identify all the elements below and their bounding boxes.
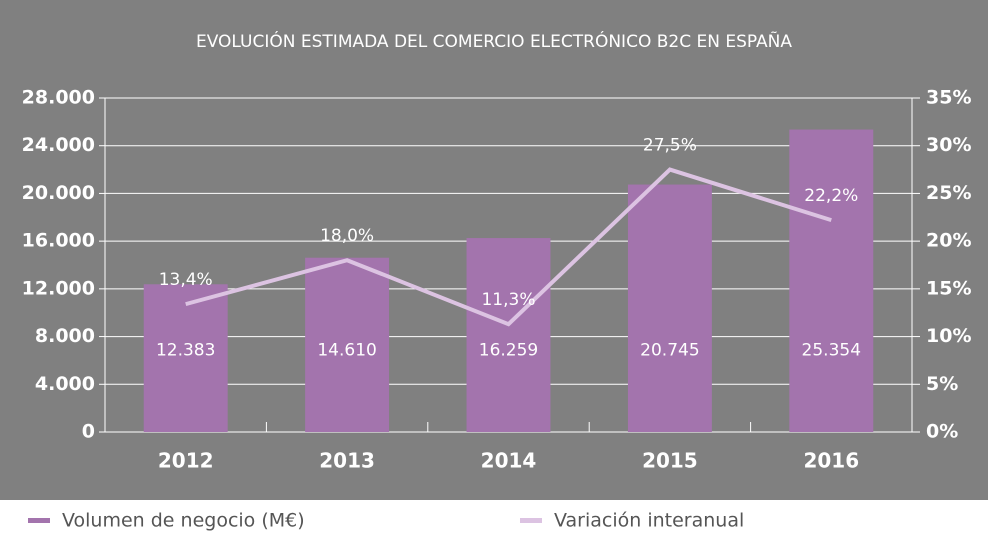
- x-tick-label: 2014: [481, 449, 537, 473]
- y-tick-label: 0: [82, 421, 95, 443]
- y-tick-label: 4.000: [35, 373, 95, 395]
- legend-label: Volumen de negocio (M€): [62, 510, 305, 532]
- legend-label: Variación interanual: [554, 510, 744, 532]
- legend-swatch: [520, 518, 542, 523]
- y2-tick-label: 15%: [926, 277, 971, 299]
- y2-tick-label: 20%: [926, 230, 971, 252]
- y-tick-label: 8.000: [35, 325, 95, 347]
- chart-title: EVOLUCIÓN ESTIMADA DEL COMERCIO ELECTRÓN…: [196, 30, 792, 52]
- y-tick-label: 20.000: [22, 182, 95, 204]
- bar-value-label: 20.745: [640, 341, 699, 361]
- bar: [789, 129, 874, 433]
- bar: [627, 184, 712, 432]
- x-tick-label: 2013: [319, 449, 375, 473]
- line-value-label: 11,3%: [481, 290, 535, 310]
- bar-value-label: 25.354: [802, 341, 861, 361]
- y2-tick-label: 5%: [926, 373, 958, 395]
- bar-value-label: 14.610: [317, 341, 376, 361]
- y2-tick-label: 10%: [926, 325, 971, 347]
- x-tick-label: 2016: [803, 449, 859, 473]
- y-tick-label: 12.000: [22, 277, 95, 299]
- bar-value-label: 16.259: [479, 341, 538, 361]
- bar-value-label: 12.383: [156, 341, 215, 361]
- legend-swatch: [28, 518, 50, 523]
- y2-tick-label: 0%: [926, 421, 958, 443]
- line-value-label: 27,5%: [643, 136, 697, 156]
- y2-tick-label: 35%: [926, 87, 971, 109]
- bar: [305, 257, 390, 432]
- line-value-label: 22,2%: [804, 186, 858, 206]
- x-tick-label: 2012: [158, 449, 214, 473]
- line-value-label: 18,0%: [320, 226, 374, 246]
- y-tick-label: 16.000: [22, 230, 95, 252]
- line-value-label: 13,4%: [159, 270, 213, 290]
- y-tick-label: 28.000: [22, 87, 95, 109]
- line: [185, 167, 832, 327]
- bar: [466, 238, 551, 432]
- y2-tick-label: 30%: [926, 134, 971, 156]
- y2-tick-label: 25%: [926, 182, 971, 204]
- x-tick-label: 2015: [642, 449, 698, 473]
- bar: [143, 284, 228, 432]
- y-tick-label: 24.000: [22, 134, 95, 156]
